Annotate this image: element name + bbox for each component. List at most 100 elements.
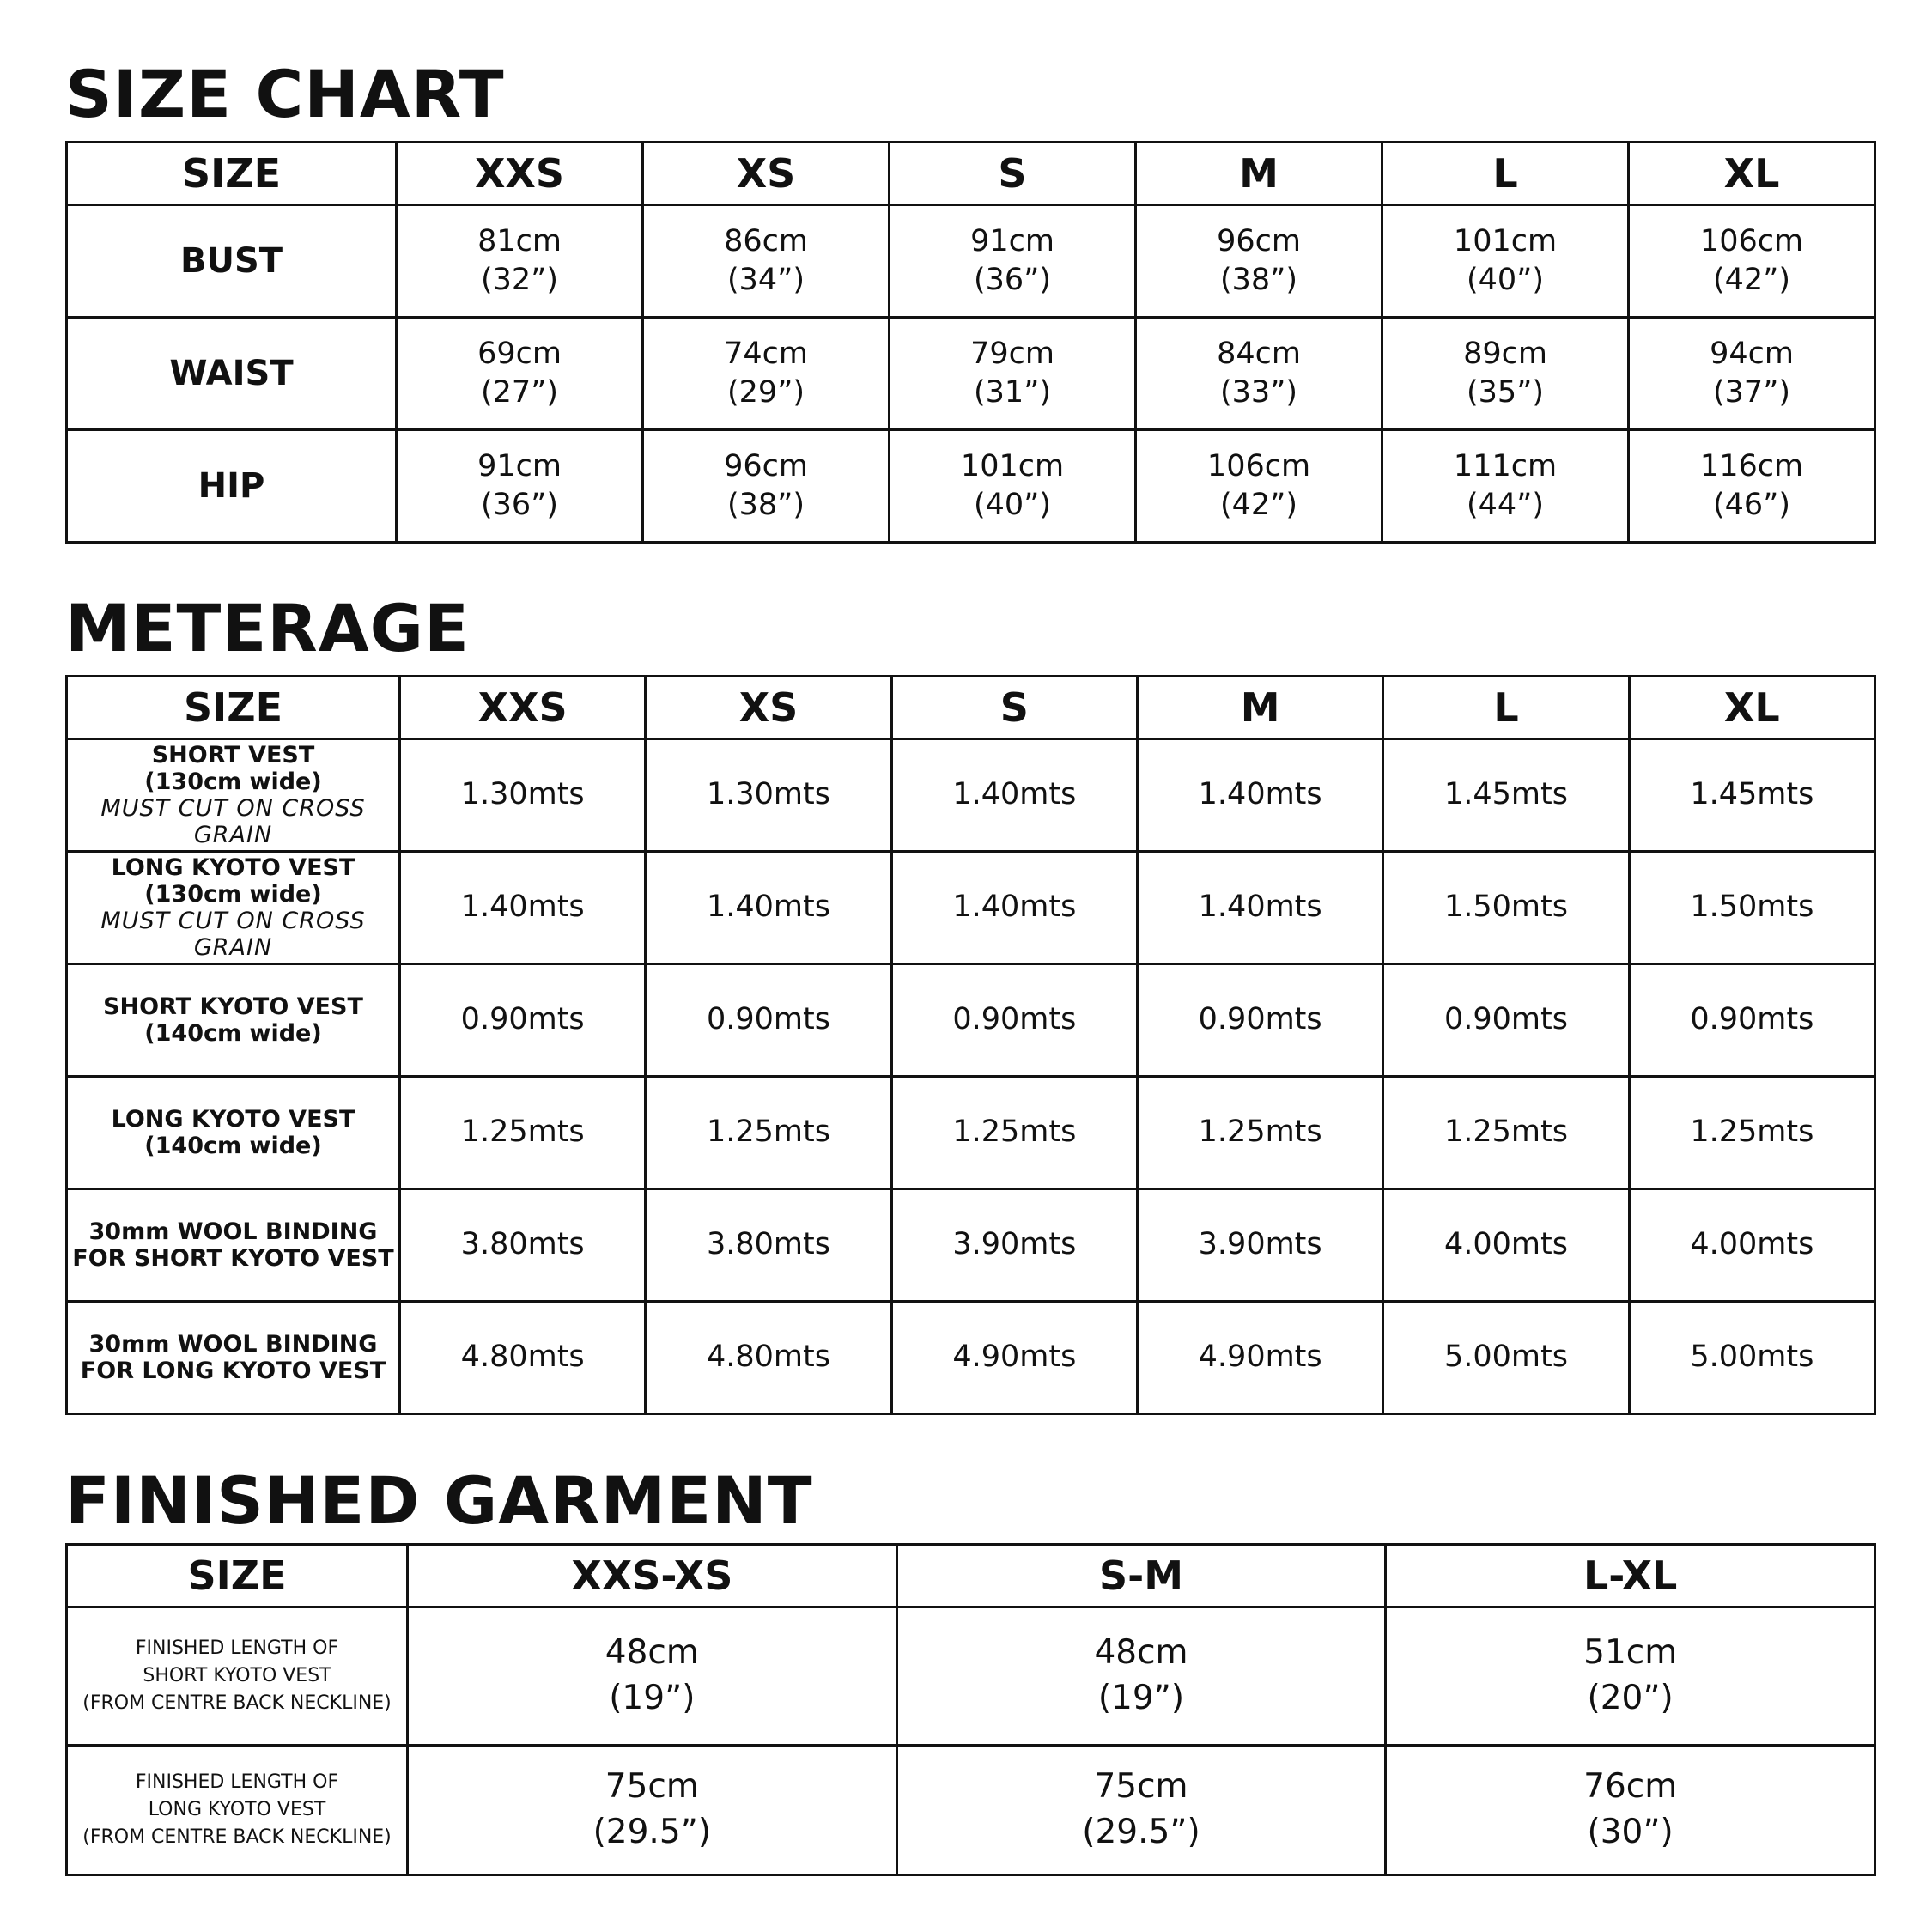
meterage-cell: 3.90mts (890, 1188, 1139, 1303)
measurement-cell: 96cm (38”) (1134, 204, 1383, 319)
meterage-cell: 5.00mts (1382, 1300, 1631, 1415)
length-cell: 76cm (30”) (1384, 1744, 1876, 1876)
inches-value: (35”) (1467, 375, 1544, 410)
row-label-line: SHORT KYOTO VEST (103, 993, 363, 1020)
size-chart-title: SIZE CHART (65, 56, 505, 132)
row-label-line: FOR LONG KYOTO VEST (80, 1358, 386, 1384)
cm-value: 84cm (1217, 336, 1301, 371)
row-label-line: 30mm WOOL BINDING (88, 1330, 378, 1358)
finished-garment-table: SIZE XXS-XS S-M L-XL FINISHED LENGTH OF SHOR… (65, 1543, 1876, 1876)
meterage-cell: 1.40mts (398, 850, 647, 965)
size-column-header: M (1134, 141, 1383, 206)
measurement-cell: 74cm (29”) (641, 316, 890, 431)
inches-value: (19”) (609, 1679, 696, 1717)
row-label-line: FOR SHORT KYOTO VEST (72, 1245, 394, 1272)
cm-value: 75cm (1094, 1767, 1188, 1807)
cross-grain-note: MUST CUT ON CROSS GRAIN (100, 908, 366, 962)
cm-value: 69cm (477, 336, 562, 371)
length-cell: 75cm (29.5”) (406, 1744, 898, 1876)
measurement-cell: 96cm (38”) (641, 428, 890, 544)
cm-value: 106cm (1699, 223, 1804, 258)
cm-value: 106cm (1206, 448, 1311, 483)
row-label: WAIST (65, 316, 398, 431)
table-row: FINISHED LENGTH OF LONG KYOTO VEST (FROM C… (65, 1744, 1876, 1876)
cm-value: 86cm (724, 223, 808, 258)
header-row: SIZE XXS XS S M L XL (65, 675, 1877, 740)
length-cell: 48cm (19”) (895, 1606, 1388, 1747)
meterage-cell: 1.30mts (644, 738, 893, 853)
size-column-header: S-M (895, 1543, 1388, 1608)
meterage-cell: 1.40mts (644, 850, 893, 965)
measurement-cell: 91cm (36”) (888, 204, 1137, 319)
row-label-line: FINISHED LENGTH OF (135, 1771, 339, 1794)
length-cell: 48cm (19”) (406, 1606, 898, 1747)
row-label: FINISHED LENGTH OF LONG KYOTO VEST (FROM C… (65, 1744, 409, 1876)
size-column-header: L (1382, 675, 1631, 740)
row-label: 30mm WOOL BINDING FOR LONG KYOTO VEST (65, 1300, 401, 1415)
meterage-title: METERAGE (65, 590, 470, 666)
header-row: SIZE XXS-XS S-M L-XL (65, 1543, 1876, 1608)
measurement-cell: 101cm (40”) (888, 428, 1137, 544)
row-label-line: (FROM CENTRE BACK NECKLINE) (82, 1692, 392, 1714)
meterage-cell: 1.50mts (1382, 850, 1631, 965)
cm-value: 48cm (1094, 1633, 1188, 1673)
row-label: BUST (65, 204, 398, 319)
meterage-cell: 5.00mts (1627, 1300, 1877, 1415)
cm-value: 75cm (605, 1767, 699, 1807)
size-column-header: XL (1627, 141, 1876, 206)
size-column-header: XL (1627, 675, 1877, 740)
measurement-cell: 101cm (40”) (1381, 204, 1630, 319)
inches-value: (42”) (1220, 488, 1297, 522)
cm-value: 76cm (1583, 1767, 1678, 1807)
size-column-header: XXS-XS (406, 1543, 898, 1608)
inches-value: (27”) (481, 375, 558, 410)
table-row: 30mm WOOL BINDING FOR SHORT KYOTO VEST 3.8… (65, 1188, 1877, 1303)
table-row: HIP 91cm (36”) 96cm (38”) 101cm (40”) 106cm (42”… (65, 428, 1876, 544)
row-label-line: (130cm wide) (144, 880, 322, 908)
size-column-header: S (890, 675, 1139, 740)
finished-garment-title: FINISHED GARMENT (65, 1462, 813, 1539)
measurement-cell: 84cm (33”) (1134, 316, 1383, 431)
table-row: SHORT VEST (130cm wide) MUST CUT ON CROSS … (65, 738, 1877, 853)
measurement-cell: 81cm (32”) (395, 204, 644, 319)
inches-value: (29”) (727, 375, 805, 410)
size-header-label: SIZE (65, 675, 401, 740)
inches-value: (37”) (1713, 375, 1790, 410)
row-label-line: SHORT KYOTO VEST (143, 1665, 331, 1687)
row-label: FINISHED LENGTH OF SHORT KYOTO VEST (FROM … (65, 1606, 409, 1747)
meterage-cell: 1.25mts (398, 1075, 647, 1190)
meterage-cell: 0.90mts (890, 963, 1139, 1078)
meterage-cell: 4.00mts (1627, 1188, 1877, 1303)
row-label-line: (140cm wide) (144, 1020, 322, 1047)
meterage-cell: 1.30mts (398, 738, 647, 853)
row-label-line: (FROM CENTRE BACK NECKLINE) (82, 1826, 392, 1848)
measurement-cell: 89cm (35”) (1381, 316, 1630, 431)
meterage-cell: 4.80mts (398, 1300, 647, 1415)
size-header-label: SIZE (65, 1543, 409, 1608)
cm-value: 111cm (1453, 448, 1558, 483)
table-row: 30mm WOOL BINDING FOR LONG KYOTO VEST 4.80… (65, 1300, 1877, 1415)
table-row: LONG KYOTO VEST (130cm wide) MUST CUT ON C… (65, 850, 1877, 965)
length-cell: 51cm (20”) (1384, 1606, 1876, 1747)
measurement-cell: 111cm (44”) (1381, 428, 1630, 544)
row-label: LONG KYOTO VEST (130cm wide) MUST CUT ON C… (65, 850, 401, 965)
size-column-header: XS (641, 141, 890, 206)
size-column-header: S (888, 141, 1137, 206)
measurement-cell: 79cm (31”) (888, 316, 1137, 431)
inches-value: (44”) (1467, 488, 1544, 522)
inches-value: (40”) (1467, 263, 1544, 297)
cm-value: 74cm (724, 336, 808, 371)
cm-value: 51cm (1583, 1633, 1678, 1673)
row-label-line: SHORT VEST (151, 741, 315, 769)
measurement-cell: 86cm (34”) (641, 204, 890, 319)
cm-value: 91cm (477, 448, 562, 483)
cm-value: 81cm (477, 223, 562, 258)
meterage-cell: 1.25mts (890, 1075, 1139, 1190)
inches-value: (29.5”) (592, 1813, 712, 1851)
cross-grain-note: MUST CUT ON CROSS GRAIN (100, 795, 366, 849)
size-column-header: XXS (395, 141, 644, 206)
inches-value: (42”) (1713, 263, 1790, 297)
inches-value: (36”) (481, 488, 558, 522)
table-row: BUST 81cm (32”) 86cm (34”) 91cm (36”) 96cm (38”)… (65, 204, 1876, 319)
row-label: SHORT KYOTO VEST (140cm wide) (65, 963, 401, 1078)
